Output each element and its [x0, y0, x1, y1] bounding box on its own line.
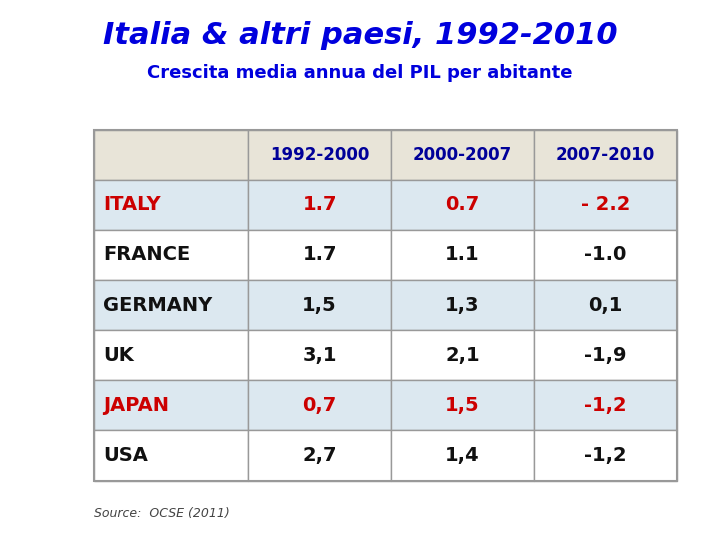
Bar: [534, 280, 677, 330]
Bar: [391, 430, 534, 481]
Bar: [391, 380, 534, 430]
Text: USA: USA: [103, 446, 148, 465]
Bar: [94, 180, 248, 230]
Bar: [391, 130, 534, 180]
Text: 2,7: 2,7: [302, 446, 337, 465]
Text: 2007-2010: 2007-2010: [556, 146, 655, 164]
Text: 1,4: 1,4: [445, 446, 480, 465]
Bar: [94, 430, 248, 481]
Bar: [391, 180, 534, 230]
Bar: [534, 380, 677, 430]
Text: 1.7: 1.7: [302, 195, 337, 214]
Text: ITALY: ITALY: [103, 195, 161, 214]
Bar: [534, 230, 677, 280]
Text: Crescita media annua del PIL per abitante: Crescita media annua del PIL per abitant…: [148, 64, 572, 82]
Text: 0.7: 0.7: [446, 195, 480, 214]
Text: 2,1: 2,1: [445, 346, 480, 365]
Text: Source:  OCSE (2011): Source: OCSE (2011): [94, 507, 230, 519]
Bar: [391, 230, 534, 280]
Bar: [248, 330, 391, 380]
Text: Italia & altri paesi, 1992-2010: Italia & altri paesi, 1992-2010: [103, 21, 617, 50]
Bar: [391, 330, 534, 380]
Bar: [534, 330, 677, 380]
Bar: [248, 280, 391, 330]
Bar: [248, 380, 391, 430]
Text: 1.1: 1.1: [445, 246, 480, 265]
Text: 1.7: 1.7: [302, 246, 337, 265]
Bar: [534, 180, 677, 230]
Text: -1,9: -1,9: [584, 346, 626, 365]
Text: 1,5: 1,5: [445, 396, 480, 415]
Bar: [248, 180, 391, 230]
Bar: [94, 280, 248, 330]
Text: 0,1: 0,1: [588, 295, 623, 315]
Text: -1,2: -1,2: [584, 396, 626, 415]
Text: 2000-2007: 2000-2007: [413, 146, 512, 164]
Bar: [534, 430, 677, 481]
Text: 3,1: 3,1: [302, 346, 337, 365]
Text: -1,2: -1,2: [584, 446, 626, 465]
Bar: [94, 330, 248, 380]
Bar: [248, 130, 391, 180]
Bar: [248, 430, 391, 481]
Text: GERMANY: GERMANY: [103, 295, 212, 315]
Bar: [94, 130, 677, 481]
Text: 1,5: 1,5: [302, 295, 337, 315]
Bar: [391, 280, 534, 330]
Text: FRANCE: FRANCE: [103, 246, 190, 265]
Bar: [94, 380, 248, 430]
Bar: [534, 130, 677, 180]
Text: - 2.2: - 2.2: [580, 195, 630, 214]
Text: 1992-2000: 1992-2000: [270, 146, 369, 164]
Text: 0,7: 0,7: [302, 396, 337, 415]
Text: UK: UK: [103, 346, 134, 365]
Bar: [94, 130, 248, 180]
Bar: [248, 230, 391, 280]
Text: 1,3: 1,3: [445, 295, 480, 315]
Bar: [94, 230, 248, 280]
Text: -1.0: -1.0: [584, 246, 626, 265]
Text: JAPAN: JAPAN: [103, 396, 169, 415]
